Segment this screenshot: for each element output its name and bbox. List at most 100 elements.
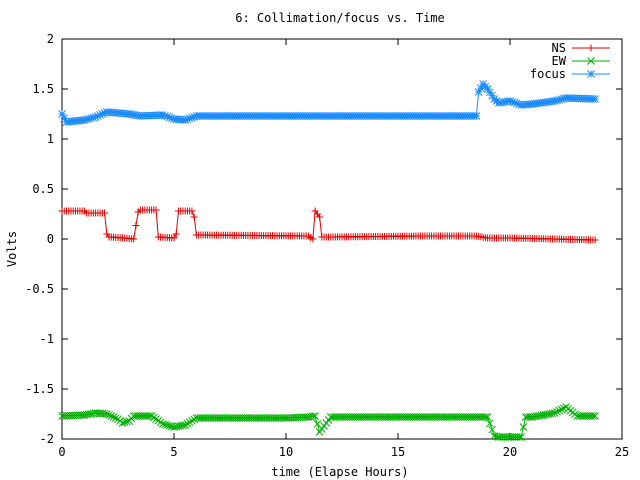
data-point: [152, 206, 160, 214]
data-point: [591, 412, 599, 420]
data-point: [472, 112, 481, 120]
data-point: [474, 88, 483, 96]
series-ns: [58, 206, 599, 244]
data-point: [161, 420, 169, 429]
data-point: [488, 91, 496, 100]
data-point: [515, 433, 523, 441]
y-axis: 2 1.5 1 0.5 0 -0.5 -1 -1.5 -2: [25, 32, 622, 446]
data-point: [190, 415, 199, 424]
data-point: [91, 113, 100, 121]
data-point: [60, 114, 69, 122]
data-point: [483, 85, 492, 93]
data-point: [170, 234, 178, 242]
legend-label-focus: focus: [530, 67, 566, 81]
data-point: [85, 114, 93, 123]
data-point: [483, 413, 492, 421]
series-focus: [58, 80, 599, 126]
x-axis-label: time (Elapse Hours): [271, 465, 408, 479]
data-point: [87, 114, 95, 123]
data-point: [105, 411, 113, 419]
x-tick-label: 10: [279, 445, 293, 459]
data-point: [111, 414, 120, 422]
data-point: [183, 115, 192, 124]
data-point: [555, 406, 564, 415]
y-tick-label: -1.5: [25, 382, 54, 396]
data-point: [118, 419, 127, 427]
data-point: [98, 110, 107, 118]
x-tick-label: 0: [58, 445, 65, 459]
data-point: [188, 113, 196, 122]
data-point: [107, 412, 116, 420]
y-tick-label: -1: [40, 332, 54, 346]
data-point: [165, 421, 174, 430]
data-point: [188, 416, 196, 425]
data-point: [100, 409, 109, 418]
data-point: [553, 96, 561, 105]
y-tick-label: 1.5: [32, 82, 54, 96]
data-point: [557, 405, 566, 414]
data-point: [477, 84, 485, 92]
data-point: [123, 417, 131, 426]
data-point: [553, 407, 561, 416]
y-tick-label: 2: [47, 32, 54, 46]
data-point: [550, 97, 559, 105]
data-point: [132, 222, 140, 229]
data-point: [519, 423, 528, 431]
series-markers-ns: [58, 206, 599, 244]
series-markers-ew: [58, 403, 599, 441]
data-point: [163, 421, 172, 430]
data-point: [510, 98, 519, 107]
data-point: [316, 213, 324, 221]
data-point: [183, 419, 192, 428]
data-point: [82, 115, 91, 124]
data-point: [165, 113, 174, 122]
data-point: [100, 109, 109, 117]
data-point: [172, 230, 180, 238]
data-point: [548, 409, 557, 418]
data-point: [181, 421, 190, 429]
data-point: [550, 409, 559, 417]
y-tick-label: 0.5: [32, 182, 54, 196]
y-tick-label: -0.5: [25, 282, 54, 296]
legend-label-ew: EW: [552, 54, 567, 68]
data-point: [506, 97, 514, 105]
data-point: [488, 425, 496, 434]
data-point: [80, 116, 89, 124]
data-point: [109, 413, 118, 421]
legend-marker-focus: [587, 70, 595, 78]
series-ew: [58, 403, 599, 441]
legend-label-ns: NS: [552, 41, 566, 55]
data-point: [96, 111, 104, 119]
series-markers-focus: [58, 80, 599, 126]
chart-title: 6: Collimation/focus vs. Time: [235, 11, 445, 25]
data-point: [163, 112, 172, 121]
data-point: [490, 432, 499, 440]
data-point: [485, 88, 494, 97]
data-point: [58, 110, 66, 118]
data-point: [101, 209, 109, 217]
data-point: [481, 413, 490, 421]
data-point: [158, 420, 167, 428]
data-point: [515, 100, 523, 109]
y-tick-label: 1: [47, 132, 54, 146]
data-point: [145, 412, 154, 420]
data-point: [130, 235, 138, 243]
legend-marker-ns: [587, 44, 595, 52]
data-point: [158, 111, 167, 119]
data-point: [309, 235, 317, 243]
x-tick-label: 20: [503, 445, 517, 459]
data-point: [591, 95, 599, 103]
data-point: [185, 114, 194, 123]
data-point: [147, 412, 156, 420]
x-tick-label: 5: [170, 445, 177, 459]
data-point: [557, 95, 566, 104]
data-point: [188, 207, 196, 215]
data-point: [179, 421, 187, 430]
data-point: [120, 418, 129, 427]
y-tick-label: -2: [40, 432, 54, 446]
data-point: [89, 113, 98, 122]
data-point: [161, 111, 169, 120]
legend-marker-ew: [587, 57, 595, 65]
